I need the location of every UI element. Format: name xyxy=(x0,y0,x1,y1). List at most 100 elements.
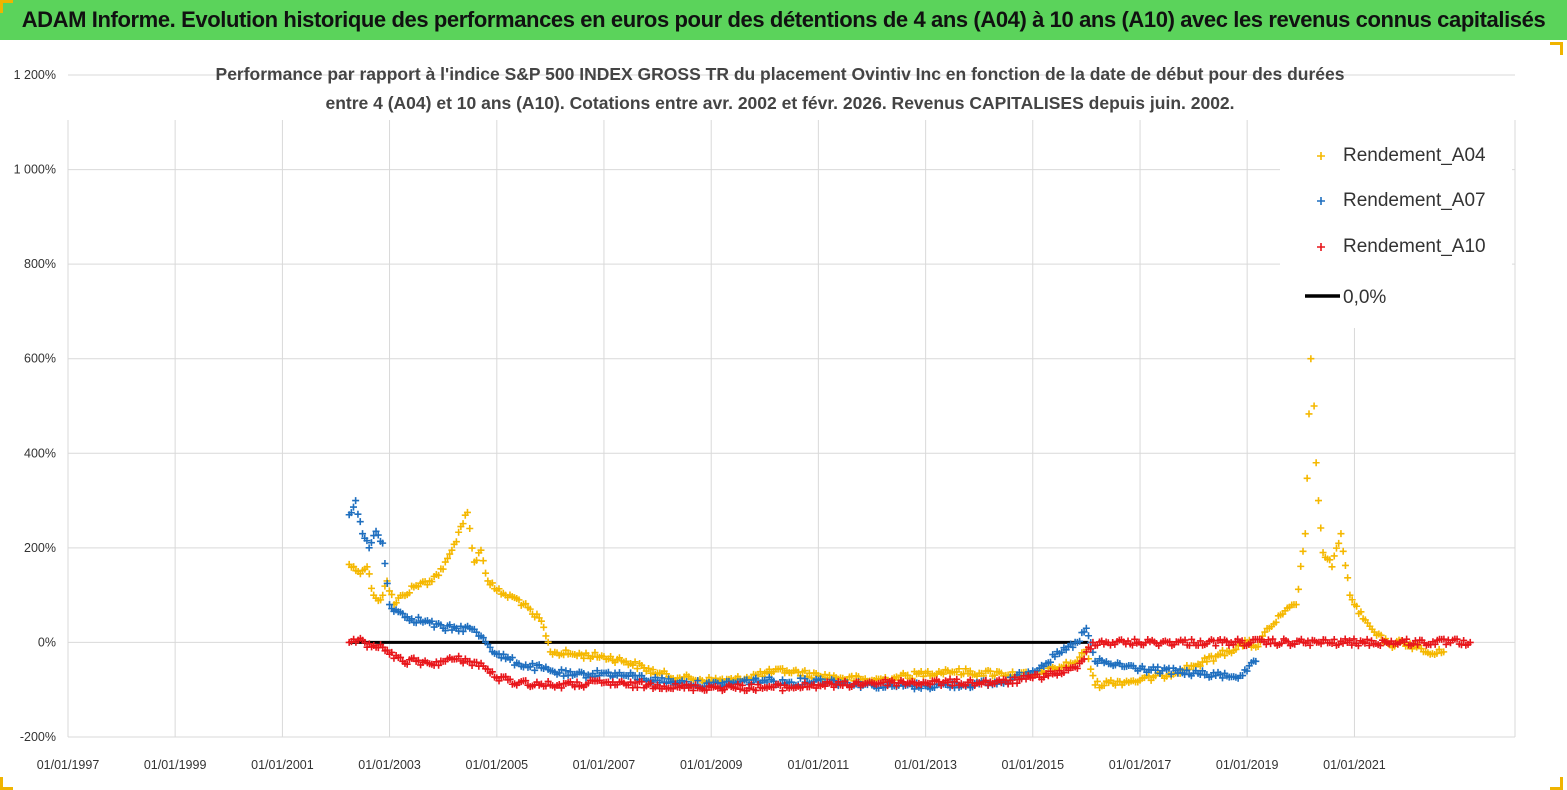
data-point xyxy=(881,676,889,684)
data-point xyxy=(363,563,371,571)
data-point xyxy=(1166,638,1174,646)
data-point xyxy=(383,646,391,654)
x-tick-label: 01/01/2003 xyxy=(358,758,421,772)
data-point xyxy=(1254,643,1262,651)
data-point xyxy=(439,565,447,573)
data-point xyxy=(1080,628,1088,636)
data-point xyxy=(1341,561,1349,569)
data-point xyxy=(962,665,970,673)
data-point xyxy=(459,659,467,667)
legend: Rendement_A04 Rendement_A07 Rendement_A10 0… xyxy=(1305,145,1486,308)
data-point xyxy=(1278,639,1286,647)
data-point xyxy=(580,669,588,677)
data-point xyxy=(385,587,393,595)
corner-marker-top-right xyxy=(1550,42,1563,55)
data-point xyxy=(946,675,954,683)
data-point xyxy=(817,675,825,683)
data-point xyxy=(732,684,740,692)
data-point xyxy=(580,654,588,662)
x-tick-label: 01/01/2021 xyxy=(1323,758,1386,772)
data-point xyxy=(531,666,539,674)
data-point xyxy=(354,510,362,518)
data-point xyxy=(1060,669,1068,677)
y-tick-label: 0% xyxy=(38,635,56,649)
data-point xyxy=(1232,645,1240,653)
data-point xyxy=(508,654,516,662)
data-point xyxy=(1466,638,1474,646)
legend-label: Rendement_A04 xyxy=(1343,145,1486,166)
data-point xyxy=(1284,638,1292,646)
data-point xyxy=(1348,596,1356,604)
data-point xyxy=(1332,544,1340,552)
data-point xyxy=(1307,355,1315,363)
data-point xyxy=(1069,643,1077,651)
data-point xyxy=(1058,648,1066,656)
data-point xyxy=(361,638,369,646)
y-tick-label: 200% xyxy=(24,541,56,555)
y-tick-label: 400% xyxy=(24,446,56,460)
data-point xyxy=(349,503,357,511)
data-point xyxy=(537,617,545,625)
data-point xyxy=(821,671,829,679)
y-tick-label: 800% xyxy=(24,257,56,271)
data-point xyxy=(1272,618,1280,626)
data-point xyxy=(1223,637,1231,645)
data-point xyxy=(1303,474,1311,482)
data-point xyxy=(935,678,943,686)
data-point xyxy=(379,591,387,599)
data-point xyxy=(1221,652,1229,660)
data-point xyxy=(1183,666,1191,674)
data-point xyxy=(604,668,612,676)
data-point xyxy=(397,653,405,661)
data-point xyxy=(1328,563,1336,571)
data-point xyxy=(1403,635,1411,643)
data-point xyxy=(399,610,407,618)
data-point xyxy=(1460,636,1468,644)
data-point xyxy=(745,684,753,692)
data-point xyxy=(347,509,355,517)
series-layer xyxy=(345,166,1474,695)
data-point xyxy=(1145,672,1153,680)
data-point xyxy=(488,668,496,676)
data-point xyxy=(738,681,746,689)
x-tick-label: 01/01/2007 xyxy=(573,758,636,772)
data-point xyxy=(1091,681,1099,689)
data-point xyxy=(522,677,530,685)
data-point xyxy=(495,677,503,685)
data-point xyxy=(1201,654,1209,662)
data-point xyxy=(356,518,364,526)
data-point xyxy=(544,638,552,646)
data-point xyxy=(689,686,697,694)
data-point xyxy=(638,678,646,686)
data-point xyxy=(1339,547,1347,555)
data-point xyxy=(1431,640,1439,648)
data-point xyxy=(495,585,503,593)
series-Rendement_A04 xyxy=(345,166,1448,692)
data-point xyxy=(917,668,925,676)
x-axis-ticks: 01/01/1997 01/01/1999 01/01/2001 01/01/2003… xyxy=(37,758,1386,772)
data-point xyxy=(1442,640,1450,648)
data-point xyxy=(1376,642,1384,650)
data-point xyxy=(1210,657,1218,665)
data-point xyxy=(1337,530,1345,538)
data-point xyxy=(1317,524,1325,532)
data-point xyxy=(1181,636,1189,644)
data-point xyxy=(703,686,711,694)
data-point xyxy=(1015,669,1023,677)
data-point xyxy=(1082,648,1090,656)
data-point xyxy=(779,687,787,695)
data-point xyxy=(910,685,918,693)
data-point xyxy=(645,664,653,672)
data-point xyxy=(841,677,849,685)
data-point xyxy=(367,584,375,592)
data-point xyxy=(1167,670,1175,678)
data-point xyxy=(1203,658,1211,666)
data-point xyxy=(1377,631,1385,639)
data-point xyxy=(1312,459,1320,467)
chart-title-line1: Performance par rapport à l'indice S&P 5… xyxy=(216,64,1345,84)
x-tick-label: 01/01/1997 xyxy=(37,758,100,772)
y-tick-label: 600% xyxy=(24,352,56,366)
y-tick-label: 1 200% xyxy=(14,68,56,82)
data-point xyxy=(1414,641,1422,649)
data-point xyxy=(528,660,536,668)
